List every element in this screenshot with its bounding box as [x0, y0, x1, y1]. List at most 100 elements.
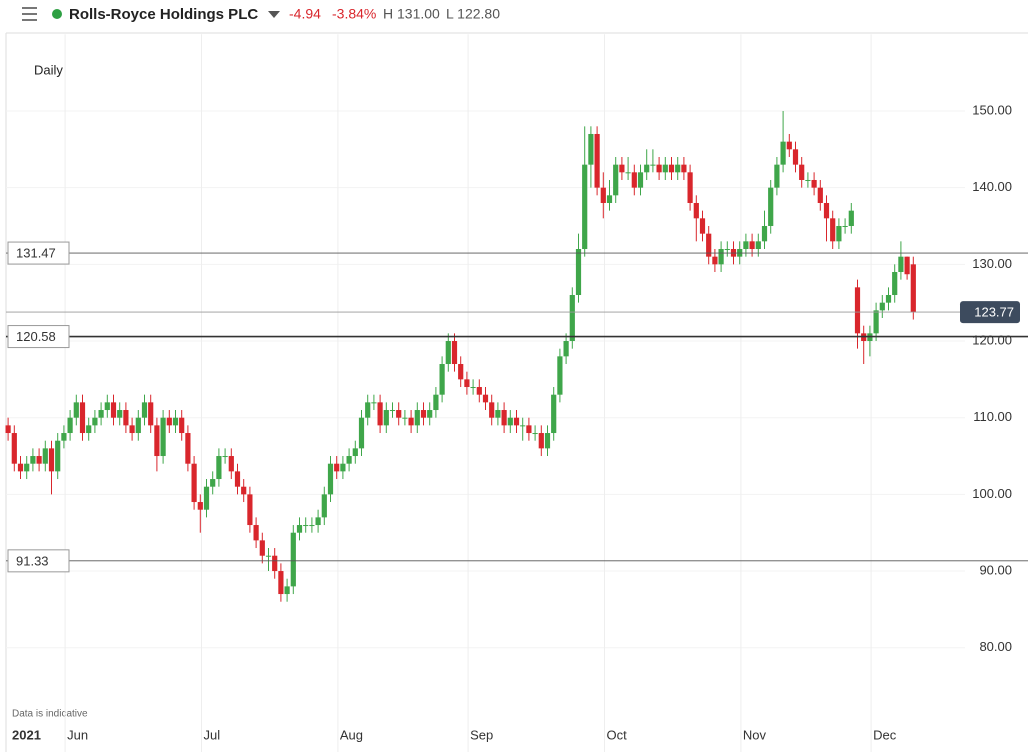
- candle-body: [340, 463, 346, 472]
- year-label: 2021: [12, 727, 41, 742]
- interval-label[interactable]: Daily: [34, 62, 63, 77]
- candle-body: [489, 402, 495, 418]
- candle-body: [569, 295, 575, 342]
- candle-body: [761, 225, 768, 242]
- candle-body: [272, 555, 278, 572]
- x-tick-label: Jun: [67, 727, 88, 742]
- candle-body: [575, 248, 582, 296]
- candle-body: [166, 417, 172, 426]
- candle-body: [148, 402, 154, 426]
- candle-body: [780, 141, 786, 165]
- candle-body: [873, 310, 879, 334]
- candle-body: [786, 141, 792, 150]
- grid: [6, 34, 965, 752]
- candle-body: [910, 264, 916, 313]
- candle-body: [650, 164, 656, 166]
- candle-body: [247, 494, 253, 526]
- last-price-box: [960, 301, 1020, 324]
- candle-body: [11, 433, 17, 464]
- candle-body: [129, 425, 135, 434]
- candle-body: [228, 456, 234, 472]
- candle-body: [582, 164, 588, 249]
- candle-body: [606, 195, 613, 203]
- candle-body: [588, 133, 594, 165]
- candle-body: [631, 172, 637, 188]
- candle-body: [352, 448, 358, 457]
- candle-body: [427, 410, 433, 418]
- change-percent: -3.84%: [332, 6, 376, 22]
- candle-body: [637, 172, 644, 188]
- level-label-box: [7, 241, 70, 265]
- candle-body: [309, 525, 315, 527]
- candle-body: [774, 164, 780, 188]
- candle-body: [123, 410, 129, 426]
- y-tick-label: 120.00: [972, 332, 1012, 347]
- y-tick-label: 150.00: [972, 102, 1012, 117]
- candle-body: [619, 164, 625, 173]
- candle-body: [334, 463, 340, 472]
- instrument-title[interactable]: Rolls-Royce Holdings PLC: [69, 6, 258, 23]
- candle-body: [817, 187, 823, 203]
- candle-body: [278, 571, 284, 595]
- candle-body: [17, 463, 24, 472]
- candle-body: [513, 417, 520, 426]
- candle-body: [197, 502, 203, 510]
- candle-body: [396, 410, 402, 418]
- levels: 131.47 120.58 91.33 123.77: [6, 241, 1028, 573]
- candle-body: [792, 149, 799, 165]
- candle-body: [520, 425, 526, 427]
- candle-body: [594, 133, 600, 188]
- candle-body: [86, 425, 92, 434]
- candle-body: [79, 402, 86, 434]
- candle-body: [61, 433, 67, 441]
- candle-body: [420, 410, 427, 418]
- toolbar: Rolls-Royce Holdings PLC -4.94 -3.84% H …: [22, 6, 500, 23]
- candle-body: [675, 164, 681, 173]
- candle-body: [668, 164, 675, 173]
- candle-body: [222, 456, 228, 458]
- candle-body: [210, 479, 216, 487]
- candle-body: [445, 341, 451, 365]
- candle-body: [346, 456, 352, 464]
- menu-icon[interactable]: [22, 7, 37, 21]
- candle-body: [191, 463, 197, 503]
- change: -4.94: [289, 6, 321, 22]
- candle-body: [799, 164, 805, 180]
- candle-body: [544, 433, 551, 449]
- candle-body: [104, 402, 110, 411]
- candle-body: [451, 341, 458, 365]
- dropdown-arrow[interactable]: [268, 11, 280, 18]
- candle-body: [414, 410, 420, 426]
- candle-body: [495, 410, 501, 418]
- candle-body: [699, 218, 706, 234]
- candle-body: [321, 494, 327, 518]
- candle-body: [259, 540, 265, 556]
- candle-body: [48, 448, 55, 472]
- candle-body: [154, 425, 160, 457]
- candle-body: [24, 463, 30, 472]
- candle-body: [5, 425, 11, 434]
- candle-body: [749, 241, 755, 249]
- candle-body: [476, 387, 482, 395]
- candle-body: [470, 387, 476, 389]
- candle-body: [656, 164, 662, 173]
- candle-body: [854, 287, 861, 334]
- candle-body: [904, 256, 910, 275]
- candle-body: [811, 179, 817, 188]
- candle-body: [439, 364, 445, 395]
- candle-body: [879, 302, 885, 311]
- y-tick-label: 100.00: [972, 486, 1012, 501]
- candle-body: [241, 486, 247, 495]
- level-label: 120.58: [16, 329, 56, 344]
- candle-body: [303, 525, 309, 527]
- candle-body: [110, 402, 117, 418]
- candle-body: [185, 433, 191, 464]
- candle-body: [687, 172, 693, 203]
- y-tick-label: 130.00: [972, 256, 1012, 271]
- candle-body: [482, 394, 489, 403]
- candle-body: [296, 525, 303, 533]
- candle-body: [892, 272, 898, 296]
- candle-body: [290, 532, 296, 587]
- candle-body: [538, 433, 544, 449]
